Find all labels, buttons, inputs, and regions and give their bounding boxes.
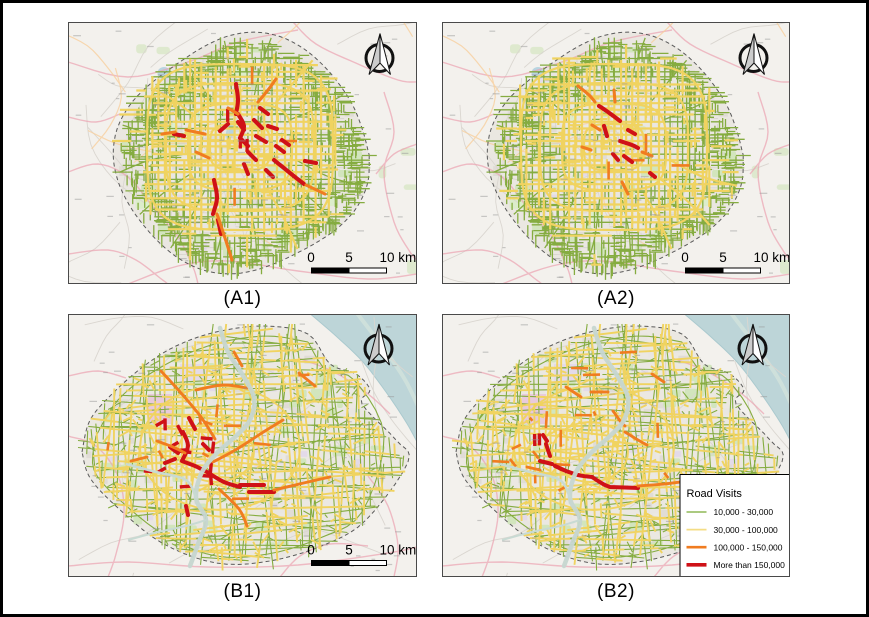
svg-text:More than 150,000: More than 150,000 bbox=[714, 560, 786, 570]
svg-text:10 km: 10 km bbox=[754, 250, 790, 265]
svg-text:Road Visits: Road Visits bbox=[687, 488, 743, 500]
svg-text:5: 5 bbox=[719, 250, 727, 265]
svg-text:0: 0 bbox=[307, 250, 315, 265]
svg-text:0: 0 bbox=[681, 250, 689, 265]
svg-text:10 km: 10 km bbox=[380, 250, 417, 265]
svg-text:10,000 - 30,000: 10,000 - 30,000 bbox=[714, 507, 774, 517]
svg-text:0: 0 bbox=[307, 543, 315, 558]
svg-text:5: 5 bbox=[345, 543, 353, 558]
svg-text:5: 5 bbox=[345, 250, 353, 265]
svg-text:100,000 - 150,000: 100,000 - 150,000 bbox=[714, 542, 783, 552]
svg-text:10 km: 10 km bbox=[380, 543, 417, 558]
svg-text:30,000 - 100,000: 30,000 - 100,000 bbox=[714, 525, 779, 535]
